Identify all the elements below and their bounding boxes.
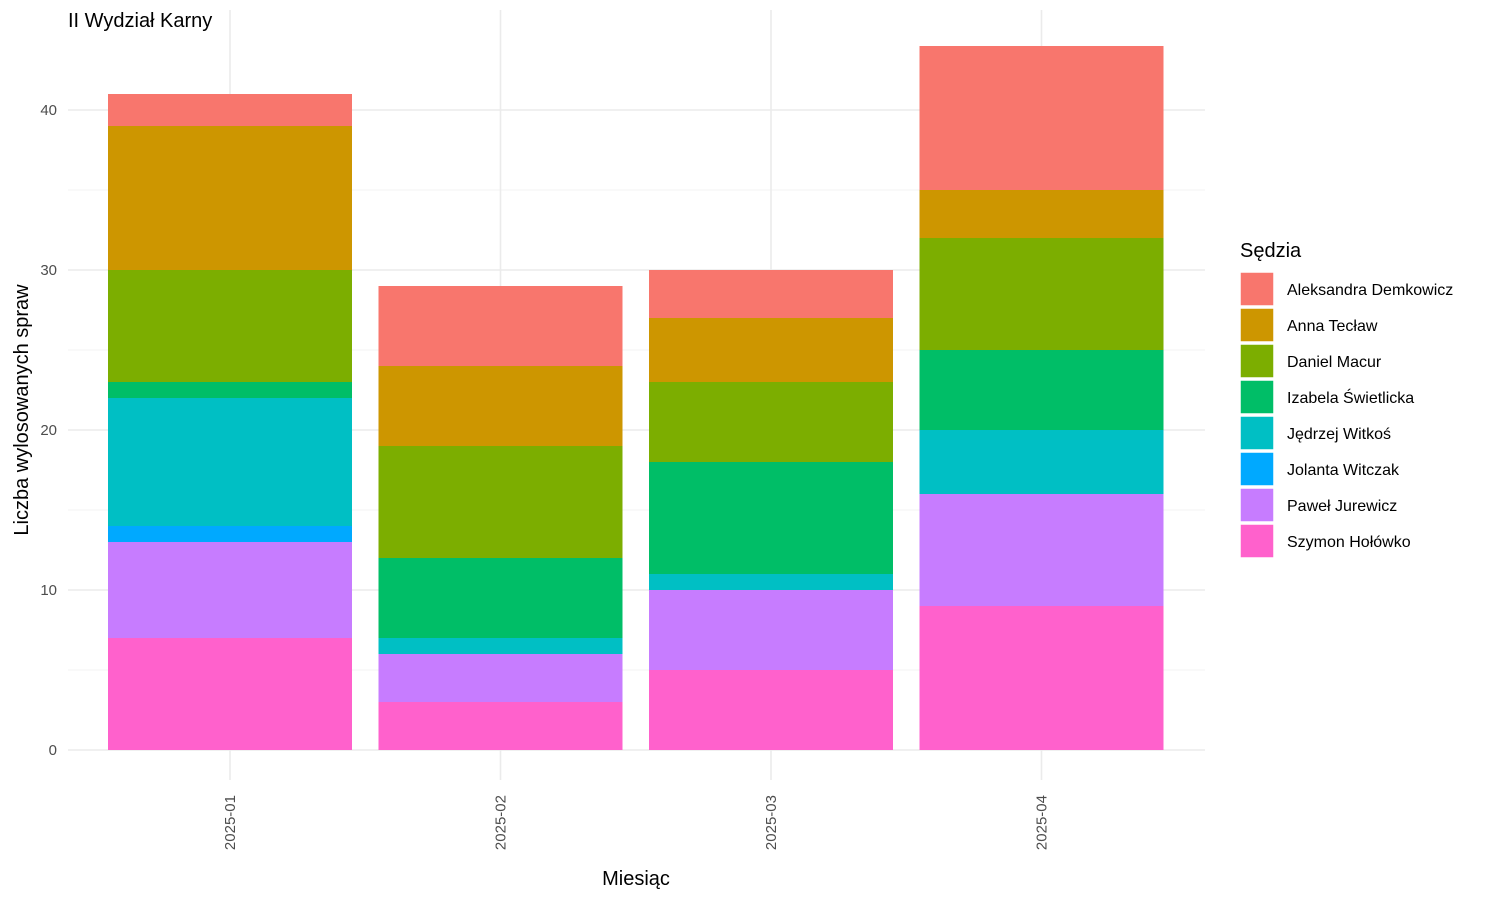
y-tick-label: 40 [40, 102, 57, 119]
bar-segment [378, 366, 623, 446]
bar-segment [108, 94, 352, 126]
bar-segment [919, 46, 1164, 190]
bar-segment [919, 350, 1164, 430]
bar-segment [649, 318, 893, 382]
bar-segment [108, 542, 352, 638]
bar-segment [649, 270, 893, 318]
x-tick-label: 2025-04 [1034, 795, 1051, 850]
bars [108, 46, 1164, 750]
bar-segment [378, 446, 623, 558]
bar-segment [108, 526, 352, 542]
x-tick-label: 2025-02 [493, 795, 510, 850]
chart-title: II Wydział Karny [68, 10, 212, 32]
bar-segment [919, 430, 1164, 494]
legend-label: Anna Tecław [1287, 318, 1378, 335]
bar-segment [919, 238, 1164, 350]
x-axis-title: Miesiąc [602, 868, 670, 890]
legend-key [1239, 379, 1275, 415]
y-tick-label: 10 [40, 582, 57, 599]
bar-segment [108, 638, 352, 750]
y-axis-title: Liczba wylosowanych spraw [11, 284, 33, 536]
legend-label: Jędrzej Witkoś [1287, 426, 1391, 443]
legend-key [1239, 307, 1275, 343]
legend-label: Daniel Macur [1287, 354, 1382, 371]
bar-segment [919, 190, 1164, 238]
legend-key [1239, 343, 1275, 379]
legend-label: Izabela Świetlicka [1287, 388, 1414, 407]
legend-key [1239, 271, 1275, 307]
bar-segment [649, 574, 893, 590]
bar-segment [108, 382, 352, 398]
bar-segment [649, 590, 893, 670]
bar-segment [378, 638, 623, 654]
x-axis-ticks: 2025-01 2025-02 2025-03 2025-04 [222, 795, 1051, 850]
x-tick-label: 2025-01 [222, 795, 239, 850]
legend-key [1239, 451, 1275, 487]
bar-segment [919, 494, 1164, 606]
bar-segment [649, 382, 893, 462]
legend-title: Sędzia [1240, 240, 1302, 262]
legend: Sędzia Aleksandra Demkowicz Anna Tecław Da… [1239, 240, 1453, 559]
legend-key [1239, 415, 1275, 451]
legend-label: Aleksandra Demkowicz [1287, 282, 1453, 299]
legend-key [1239, 523, 1275, 559]
bar-segment [378, 558, 623, 638]
y-tick-label: 20 [40, 422, 57, 439]
bar-segment [108, 270, 352, 382]
legend-label: Szymon Hołówko [1287, 534, 1411, 551]
y-tick-label: 30 [40, 262, 57, 279]
y-axis-ticks: 0 10 20 30 40 [40, 102, 57, 759]
y-tick-label: 0 [49, 742, 57, 759]
bar-segment [649, 670, 893, 750]
bar-segment [649, 462, 893, 574]
bar-segment [378, 286, 623, 366]
bar-segment [108, 126, 352, 270]
bar-segment [108, 398, 352, 526]
legend-label: Jolanta Witczak [1287, 462, 1400, 479]
legend-label: Paweł Jurewicz [1287, 498, 1397, 515]
legend-key [1239, 487, 1275, 523]
bar-segment [919, 606, 1164, 750]
bar-segment [378, 702, 623, 750]
bar-segment [378, 654, 623, 702]
x-tick-label: 2025-03 [763, 795, 780, 850]
